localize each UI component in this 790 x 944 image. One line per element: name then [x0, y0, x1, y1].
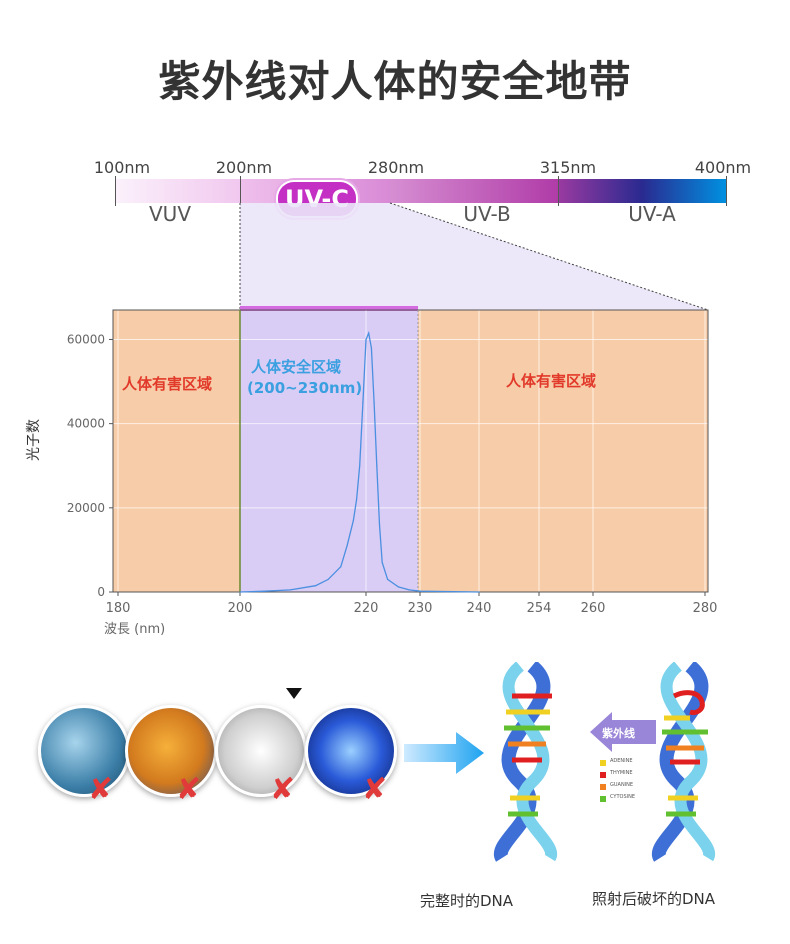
- x-tick-label-0: 180: [106, 601, 131, 616]
- series-point-0-16: [378, 524, 381, 526]
- bacteria-image-1: [38, 705, 130, 797]
- arrow-right-icon: [404, 732, 484, 774]
- series-point-0-15: [376, 465, 378, 467]
- annotation-harmful-left: 人体有害区域: [122, 375, 212, 393]
- x-axis-label: 波長 (nm): [104, 622, 165, 637]
- legend-swatch-cytosine: [600, 796, 606, 802]
- damaged-dna-label: 照射后破坏的DNA: [592, 890, 716, 908]
- band-uva: [558, 179, 726, 203]
- series-point-0-1: [264, 590, 266, 592]
- legend-item-guanine: GUANINE: [610, 782, 634, 788]
- series-point-0-18: [387, 578, 389, 580]
- cross-icon-4: ✘: [362, 772, 388, 807]
- legend-item-thymine: THYMINE: [610, 770, 633, 776]
- series-point-0-2: [289, 589, 291, 591]
- cross-icon-3: ✘: [270, 772, 296, 807]
- series-point-0-3: [315, 585, 317, 587]
- axes: [109, 309, 709, 596]
- tick-labels: 180 200 220 230 240 254 260 280 0 20000 40000 60000: [67, 332, 718, 616]
- uv-arrow-label: 紫外线: [602, 727, 635, 740]
- dna-damaged-image: [652, 662, 715, 862]
- series-point-0-17: [381, 561, 383, 564]
- x-tick-label-7: 280: [693, 601, 718, 616]
- spectrum-label-280: 280nm: [367, 158, 425, 177]
- page-title: 紫外线对人体的安全地带: [158, 57, 632, 106]
- dna-intact-image: [494, 662, 557, 862]
- y-tick-label-2: 40000: [67, 417, 105, 431]
- y-tick-label-3: 60000: [67, 332, 105, 346]
- band-uvb: [390, 179, 558, 203]
- spectrum-label-200: 200nm: [215, 158, 273, 177]
- spectrum-label-100: 100nm: [93, 158, 151, 177]
- y-tick-label-0: 0: [97, 585, 105, 599]
- legend-swatch-adenine: [600, 760, 606, 766]
- triangle-marker-icon: [286, 688, 302, 699]
- series-point-0-7: [352, 519, 354, 522]
- series-point-0-21: [419, 590, 421, 592]
- band-vuv: [116, 179, 240, 203]
- series-point-0-9: [359, 465, 361, 467]
- series-point-0-6: [346, 545, 348, 547]
- harmful-zone-left: [113, 310, 240, 592]
- tick-315: [558, 176, 559, 206]
- series-point-0-22: [478, 591, 480, 593]
- virus-image: [305, 705, 397, 797]
- region-uvb: UV-B: [463, 202, 511, 226]
- uv-arrow-icon: [590, 712, 656, 752]
- intact-dna-label: 完整时的DNA: [420, 892, 514, 910]
- bacteria-image-2: [125, 705, 217, 797]
- y-axis-label: 光子数: [26, 419, 42, 461]
- region-uva: UV-A: [628, 202, 676, 226]
- series-point-0-13: [370, 347, 372, 349]
- tick-400: [726, 176, 727, 206]
- plot-frame: [112, 309, 709, 593]
- series-layer: [239, 330, 480, 593]
- y-tick-label-1: 20000: [67, 501, 105, 515]
- series-point-0-10: [362, 401, 364, 404]
- zoom-projection: [240, 203, 708, 310]
- x-tick-label-1: 200: [228, 601, 253, 616]
- spectrum-chart: 180 200 220 230 240 254 260 280 0 20000 40000 60000…: [26, 202, 718, 637]
- x-tick-label-6: 260: [581, 601, 606, 616]
- cross-icon-2: ✘: [176, 772, 202, 807]
- series-point-0-12: [368, 332, 370, 334]
- series-point-0-14: [373, 401, 375, 404]
- spectrum-label-315: 315nm: [539, 158, 597, 177]
- region-vuv: VUV: [148, 202, 192, 226]
- safe-zone-topbar: [240, 306, 418, 311]
- series-point-0-8: [355, 498, 358, 501]
- series-point-0-4: [327, 578, 329, 580]
- legend-swatch-thymine: [600, 772, 606, 778]
- x-tick-label-3: 230: [408, 601, 433, 616]
- safe-zone: [240, 310, 418, 592]
- x-tick-label-5: 254: [527, 601, 552, 616]
- series-point-0-19: [397, 586, 399, 588]
- legend-swatch-guanine: [600, 784, 606, 790]
- x-tick-label-2: 220: [354, 601, 379, 616]
- legend-item-cytosine: CYTOSINE: [610, 794, 635, 800]
- tick-100: [115, 176, 116, 206]
- series-point-0-11: [365, 338, 367, 341]
- series-point-0-0: [239, 591, 241, 593]
- harmful-zone-right: [418, 310, 708, 592]
- x-tick-label-4: 240: [467, 601, 492, 616]
- annotation-safe: 人体安全区域: [251, 358, 341, 376]
- annotation-harmful-right: 人体有害区域: [506, 372, 596, 390]
- annotation-safe-range: (200~230nm): [247, 379, 362, 397]
- tick-200: [240, 176, 241, 206]
- series-point-0-20: [408, 589, 410, 591]
- cross-icon-1: ✘: [88, 772, 114, 807]
- series-point-0-5: [340, 566, 342, 568]
- legend-item-adenine: ADENINE: [610, 758, 633, 764]
- spectrum-label-400: 400nm: [694, 158, 752, 177]
